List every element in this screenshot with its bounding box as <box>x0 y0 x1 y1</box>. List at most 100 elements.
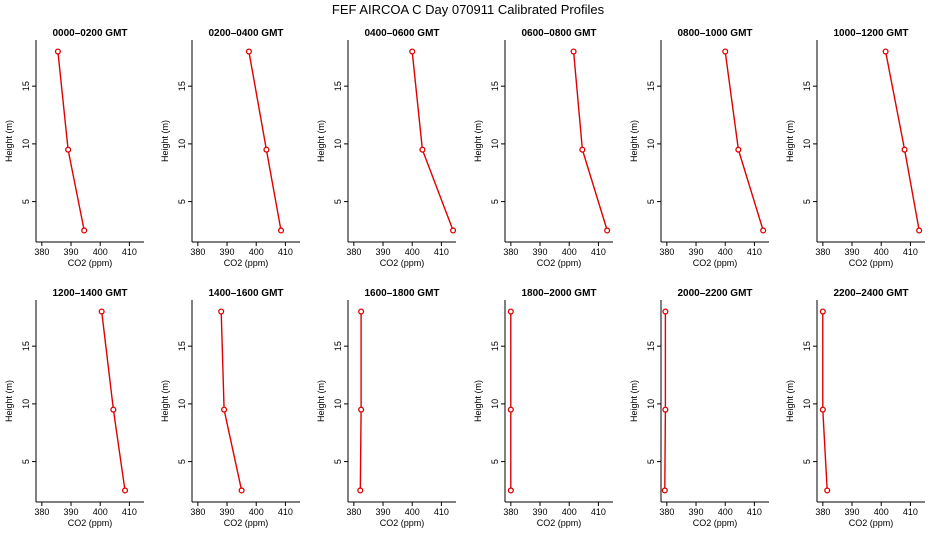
x-tick-label: 390 <box>533 507 548 517</box>
x-tick-label: 400 <box>405 507 420 517</box>
y-tick-label: 15 <box>490 81 500 91</box>
y-axis-label: Height (m) <box>473 120 483 162</box>
panel-title: 0800–1000 GMT <box>677 28 752 39</box>
x-tick-label: 380 <box>34 247 49 257</box>
data-point <box>419 146 426 153</box>
x-tick-label: 390 <box>64 247 79 257</box>
y-tick-label: 15 <box>802 81 812 91</box>
x-tick-label: 410 <box>122 247 137 257</box>
x-tick-label: 390 <box>533 247 548 257</box>
y-axis-label: Height (m) <box>785 120 795 162</box>
x-tick-label: 390 <box>64 507 79 517</box>
panel-grid: 0000–0200 GMT 380 390 400 410 5 10 15 CO2 (ppm) H… <box>4 28 925 528</box>
x-tick-label: 410 <box>122 507 137 517</box>
panel-title: 1400–1600 GMT <box>208 288 283 299</box>
panel-title: 0600–0800 GMT <box>521 28 596 39</box>
y-tick-label: 5 <box>490 199 500 204</box>
chart-panel: 1200–1400 GMT 380 390 400 410 5 10 15 CO2 (ppm) H… <box>4 288 144 528</box>
y-tick-label: 5 <box>177 459 187 464</box>
y-tick-label: 15 <box>21 81 31 91</box>
chart-panel: 0400–0600 GMT 380 390 400 410 5 10 15 CO2 (ppm) H… <box>316 28 457 268</box>
x-tick-label: 410 <box>591 507 606 517</box>
panel-title: 1600–1800 GMT <box>364 288 439 299</box>
y-tick-label: 5 <box>646 199 656 204</box>
y-tick-label: 10 <box>333 139 343 149</box>
y-tick-label: 10 <box>646 399 656 409</box>
x-tick-label: 410 <box>747 507 762 517</box>
profile-line <box>572 51 608 231</box>
y-tick-label: 15 <box>333 81 343 91</box>
panel-title: 0200–0400 GMT <box>208 28 283 39</box>
data-point <box>507 308 514 315</box>
profile-line <box>724 51 764 231</box>
profile-line <box>822 311 828 491</box>
data-point <box>110 406 117 413</box>
data-point <box>65 146 72 153</box>
x-tick-label: 410 <box>903 247 918 257</box>
profile-line <box>884 51 920 231</box>
profile-line <box>359 311 362 491</box>
x-tick-label: 410 <box>591 247 606 257</box>
chart-panel: 0800–1000 GMT 380 390 400 410 5 10 15 CO2 (ppm) H… <box>629 28 769 268</box>
y-axis-label: Height (m) <box>629 380 639 422</box>
data-point <box>661 487 668 494</box>
x-tick-label: 400 <box>93 247 108 257</box>
x-tick-label: 400 <box>562 507 577 517</box>
y-axis-label: Height (m) <box>160 120 170 162</box>
x-tick-label: 380 <box>34 507 49 517</box>
profile-line <box>101 311 126 491</box>
x-tick-label: 380 <box>190 247 205 257</box>
x-tick-label: 380 <box>503 507 518 517</box>
x-tick-label: 400 <box>562 247 577 257</box>
data-point <box>238 487 245 494</box>
data-point <box>121 487 129 494</box>
y-tick-label: 5 <box>490 459 500 464</box>
x-axis-label: CO2 (ppm) <box>224 258 269 268</box>
chart-panel: 2000–2200 GMT 380 390 400 410 5 10 15 CO2 (ppm) H… <box>629 288 769 528</box>
panel-title: 1800–2000 GMT <box>521 288 596 299</box>
chart-panel: 2200–2400 GMT 380 390 400 410 5 10 15 CO2 (ppm) H… <box>785 288 925 528</box>
y-tick-label: 10 <box>21 399 31 409</box>
y-tick-label: 10 <box>490 139 500 149</box>
y-tick-label: 5 <box>646 459 656 464</box>
panel-title: 2000–2200 GMT <box>677 288 752 299</box>
data-point <box>54 48 61 55</box>
data-point <box>81 227 88 234</box>
chart-panel: 1400–1600 GMT 380 390 400 410 5 10 15 CO2 (ppm) H… <box>160 288 300 528</box>
y-tick-label: 10 <box>802 399 812 409</box>
y-axis-label: Height (m) <box>160 380 170 422</box>
x-axis-label: CO2 (ppm) <box>849 258 894 268</box>
chart-panel: 0200–0400 GMT 380 390 400 410 5 10 15 CO2 (ppm) H… <box>160 28 300 268</box>
panel-title: 0000–0200 GMT <box>52 28 127 39</box>
panel-title: 1000–1200 GMT <box>833 28 908 39</box>
y-tick-label: 5 <box>802 199 812 204</box>
x-axis-label: CO2 (ppm) <box>68 258 113 268</box>
x-tick-label: 390 <box>689 247 704 257</box>
x-axis-label: CO2 (ppm) <box>693 258 738 268</box>
x-tick-label: 400 <box>874 247 889 257</box>
data-point <box>662 308 669 315</box>
y-tick-label: 5 <box>21 459 31 464</box>
data-point <box>245 48 252 55</box>
x-axis-label: CO2 (ppm) <box>224 518 269 528</box>
x-tick-label: 400 <box>718 507 733 517</box>
x-tick-label: 380 <box>346 507 361 517</box>
y-axis-label: Height (m) <box>4 120 14 162</box>
x-axis-label: CO2 (ppm) <box>537 258 582 268</box>
y-tick-label: 15 <box>177 341 187 351</box>
y-tick-label: 5 <box>21 199 31 204</box>
x-axis-label: CO2 (ppm) <box>380 258 425 268</box>
data-point <box>579 146 586 153</box>
data-point <box>277 227 285 234</box>
y-tick-label: 10 <box>802 139 812 149</box>
y-axis-label: Height (m) <box>629 120 639 162</box>
data-point <box>358 406 365 413</box>
y-axis-label: Height (m) <box>473 380 483 422</box>
x-tick-label: 400 <box>249 507 264 517</box>
y-tick-label: 15 <box>177 81 187 91</box>
data-point <box>824 487 831 494</box>
x-tick-label: 380 <box>659 507 674 517</box>
y-tick-label: 15 <box>490 341 500 351</box>
x-tick-label: 390 <box>220 247 235 257</box>
y-tick-label: 10 <box>21 139 31 149</box>
